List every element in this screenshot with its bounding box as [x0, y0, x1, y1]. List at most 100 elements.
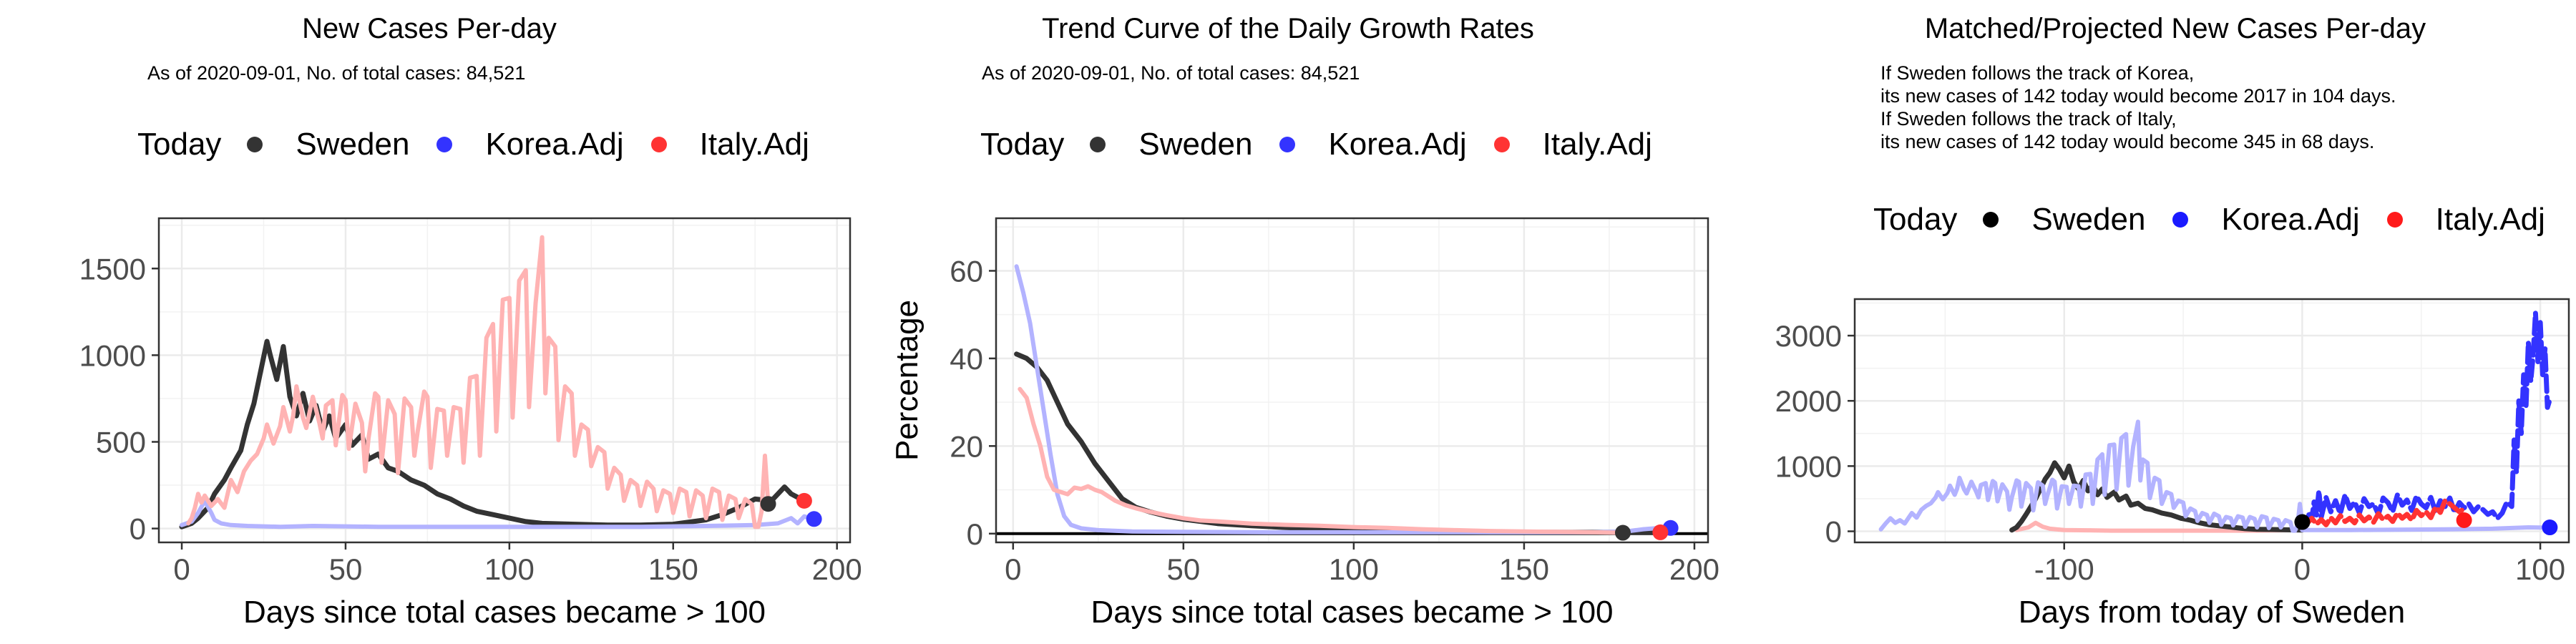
subtitle-line: its new cases of 142 today would become …: [1880, 131, 2375, 152]
x-tick-label: 150: [648, 552, 698, 586]
today-points: [760, 492, 822, 527]
minor-grid: [159, 218, 850, 542]
series-line-sweden: [1878, 419, 2305, 533]
series-line-sweden: [1018, 386, 1625, 535]
legend: Today Sweden Korea.Adj Italy.Adj: [980, 127, 1679, 162]
legend-dot-sweden: [1983, 212, 1999, 228]
legend-item-sweden: Sweden: [1983, 202, 2145, 238]
x-tick-label: 100: [1329, 552, 1379, 586]
major-grid: [159, 218, 850, 542]
subtitle-line: If Sweden follows the track of Korea,: [1880, 62, 2195, 84]
today-point-sweden: [2294, 514, 2311, 530]
series-line-sweden: [186, 235, 771, 530]
y-tick-label: 1000: [79, 338, 146, 372]
legend-dot-korea: [2172, 212, 2189, 228]
chart-title: Trend Curve of the Daily Growth Rates: [1042, 13, 1534, 44]
legend-label: Korea.Adj: [485, 127, 624, 162]
legend-label: Korea.Adj: [2221, 202, 2360, 237]
legend-item-sweden: Sweden: [247, 127, 409, 162]
legend-label: Sweden: [1138, 127, 1253, 162]
today-points: [1614, 519, 1679, 541]
panel-border: [157, 217, 852, 544]
x-axis-label: Days since total cases became > 100: [1091, 595, 1613, 630]
legend-dot-korea: [1279, 137, 1296, 152]
legend-dot-italy: [2386, 212, 2403, 228]
chart-title: Matched/Projected New Cases Per-day: [1924, 13, 2426, 44]
panel-projected: Matched/Projected New Cases Per-day If S…: [1717, 0, 2576, 644]
today-point-korea-adj: [806, 511, 822, 527]
series-line-korea-adj: [180, 498, 816, 530]
legend-label: Sweden: [296, 127, 410, 162]
chart-subtitle: As of 2020-09-01, No. of total cases: 84…: [982, 62, 1360, 84]
y-tick-label: 2000: [1775, 384, 1842, 418]
legend-item-italy: Italy.Adj: [1493, 127, 1652, 162]
legend-dot-italy: [1493, 137, 1510, 152]
legend-item-italy: Italy.Adj: [650, 127, 809, 162]
x-axis-label: Days since total cases became > 100: [243, 595, 766, 630]
series-lines: [1878, 310, 2552, 533]
x-tick-label: 50: [329, 552, 363, 586]
legend-title: Today: [1873, 202, 1958, 237]
legend-label: Italy.Adj: [2435, 202, 2545, 237]
legend-label: Korea.Adj: [1328, 127, 1467, 162]
legend-dot-korea: [436, 137, 453, 152]
legend-label: Italy.Adj: [699, 127, 809, 162]
x-tick-label: 100: [484, 552, 535, 586]
panel-new-cases: New Cases Per-day As of 2020-09-01, No. …: [0, 0, 859, 644]
today-point-sweden: [760, 496, 776, 512]
legend-dot-sweden: [1090, 137, 1106, 152]
x-tick-label: 0: [173, 552, 190, 586]
today-points: [2294, 512, 2558, 536]
x-tick-label: 150: [1499, 552, 1549, 586]
x-tick-label: 200: [1669, 552, 1719, 586]
legend: Today Sweden Korea.Adj Italy.Adj: [137, 127, 836, 162]
panel-border: [1853, 298, 2570, 544]
y-tick-label: 60: [950, 254, 983, 288]
x-tick-label: 0: [2294, 552, 2311, 586]
y-tick-label: 40: [950, 342, 983, 376]
series-line-korea-adj-projected: [2299, 310, 2552, 527]
y-tick-label: 500: [96, 425, 146, 459]
legend-dot-italy: [650, 137, 667, 152]
subtitle-line: As of 2020-09-01, No. of total cases: 84…: [147, 62, 526, 84]
chart-subtitle: As of 2020-09-01, No. of total cases: 84…: [147, 62, 525, 84]
legend-title: Today: [980, 127, 1065, 162]
chart-subtitle: If Sweden follows the track of Korea, it…: [1880, 62, 2396, 153]
series-line-italy-adj-projected: [2299, 498, 2467, 527]
x-tick-label: 100: [2515, 552, 2565, 586]
subtitle-line: its new cases of 142 today would become …: [1880, 85, 2396, 107]
y-tick-label: 3000: [1775, 319, 1842, 353]
panel-border: [995, 217, 1709, 544]
axes: 0 50 100 150 200 0 500 1000 1500: [79, 252, 862, 586]
today-point-italy-adj: [796, 492, 812, 509]
legend-item-korea: Korea.Adj: [1279, 127, 1467, 162]
y-tick-label: 0: [1825, 515, 1842, 549]
series-lines: [179, 235, 816, 530]
x-tick-label: -100: [2034, 552, 2094, 586]
y-tick-label: 1000: [1775, 449, 1842, 483]
x-tick-label: 0: [1005, 552, 1021, 586]
x-tick-label: 200: [812, 552, 862, 586]
subtitle-line: As of 2020-09-01, No. of total cases: 84…: [982, 62, 1360, 84]
minor-grid: [996, 218, 1708, 542]
y-tick-label: 1500: [79, 252, 146, 286]
y-axis-label: Percentage: [889, 300, 924, 461]
axes: 0 50 100 150 200 0 20 40 60: [950, 254, 1719, 586]
series-line-korea-adj-faded-tail: [2300, 525, 2552, 532]
legend-item-korea: Korea.Adj: [436, 127, 624, 162]
chart-title: New Cases Per-day: [302, 13, 557, 44]
legend-title: Today: [137, 127, 222, 162]
today-point-sweden: [1614, 525, 1631, 541]
legend-label: Sweden: [2031, 202, 2146, 237]
y-tick-label: 0: [130, 512, 146, 546]
chart-2: 0 50 100 150 200 0 20 40 60 Days since total case…: [889, 217, 1719, 630]
today-point-korea-adj: [2542, 519, 2558, 536]
legend-label: Italy.Adj: [1542, 127, 1652, 162]
subtitle-line: If Sweden follows the track of Italy,: [1880, 108, 2177, 130]
panel-growth-rates: Trend Curve of the Daily Growth Rates As…: [859, 0, 1717, 644]
today-point-italy-adj: [2456, 512, 2472, 529]
y-tick-label: 0: [967, 517, 983, 551]
